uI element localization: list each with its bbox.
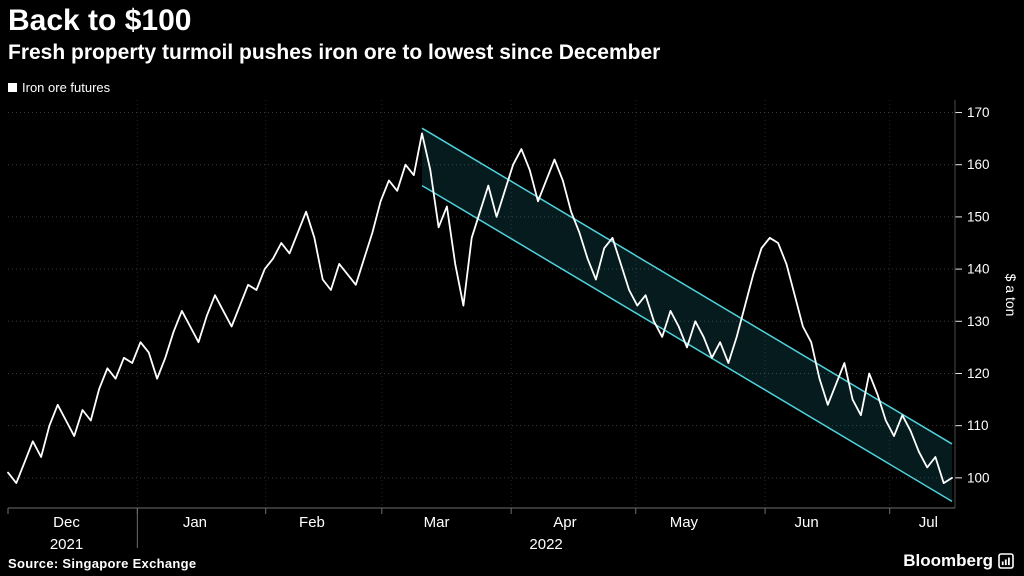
y-tick-label: 160 (967, 157, 990, 172)
x-month-label: Mar (424, 514, 450, 531)
x-month-label: Jun (795, 514, 819, 531)
x-month-label: Feb (299, 514, 325, 531)
y-tick-label: 120 (967, 366, 990, 381)
y-tick-label: 140 (967, 262, 990, 277)
y-tick-label: 100 (967, 470, 990, 485)
price-line (7, 132, 953, 485)
x-month-label: Jul (919, 514, 938, 531)
chart-title: Back to $100 (8, 4, 192, 37)
year-label: 2021 (50, 536, 83, 553)
y-axis-title: $ a ton (1003, 274, 1019, 317)
y-tick-label: 130 (967, 314, 990, 329)
x-month-label: Apr (553, 514, 576, 531)
year-label: 2022 (529, 536, 562, 553)
x-month-label: May (670, 514, 699, 531)
y-tick-label: 170 (967, 105, 990, 120)
legend-label: Iron ore futures (22, 80, 111, 95)
trend-channel-upper-line (421, 127, 953, 445)
trend-channel-lower-line (421, 184, 953, 502)
source-credit: Source: Singapore Exchange (8, 556, 197, 571)
chart-header: Back to $100 Fresh property turmoil push… (8, 4, 660, 65)
x-month-label: Dec (53, 514, 80, 531)
bloomberg-terminal-icon (998, 553, 1014, 569)
chart-subtitle: Fresh property turmoil pushes iron ore t… (8, 40, 661, 64)
y-tick-label: 110 (967, 418, 989, 433)
x-month-label: Jan (183, 514, 207, 531)
legend: Iron ore futures (8, 80, 110, 95)
bloomberg-logo: Bloomberg (903, 551, 1014, 571)
trend-channel-fill (422, 128, 952, 502)
legend-swatch-icon (8, 83, 17, 92)
y-tick-label: 150 (967, 209, 990, 224)
bloomberg-wordmark: Bloomberg (903, 551, 993, 570)
